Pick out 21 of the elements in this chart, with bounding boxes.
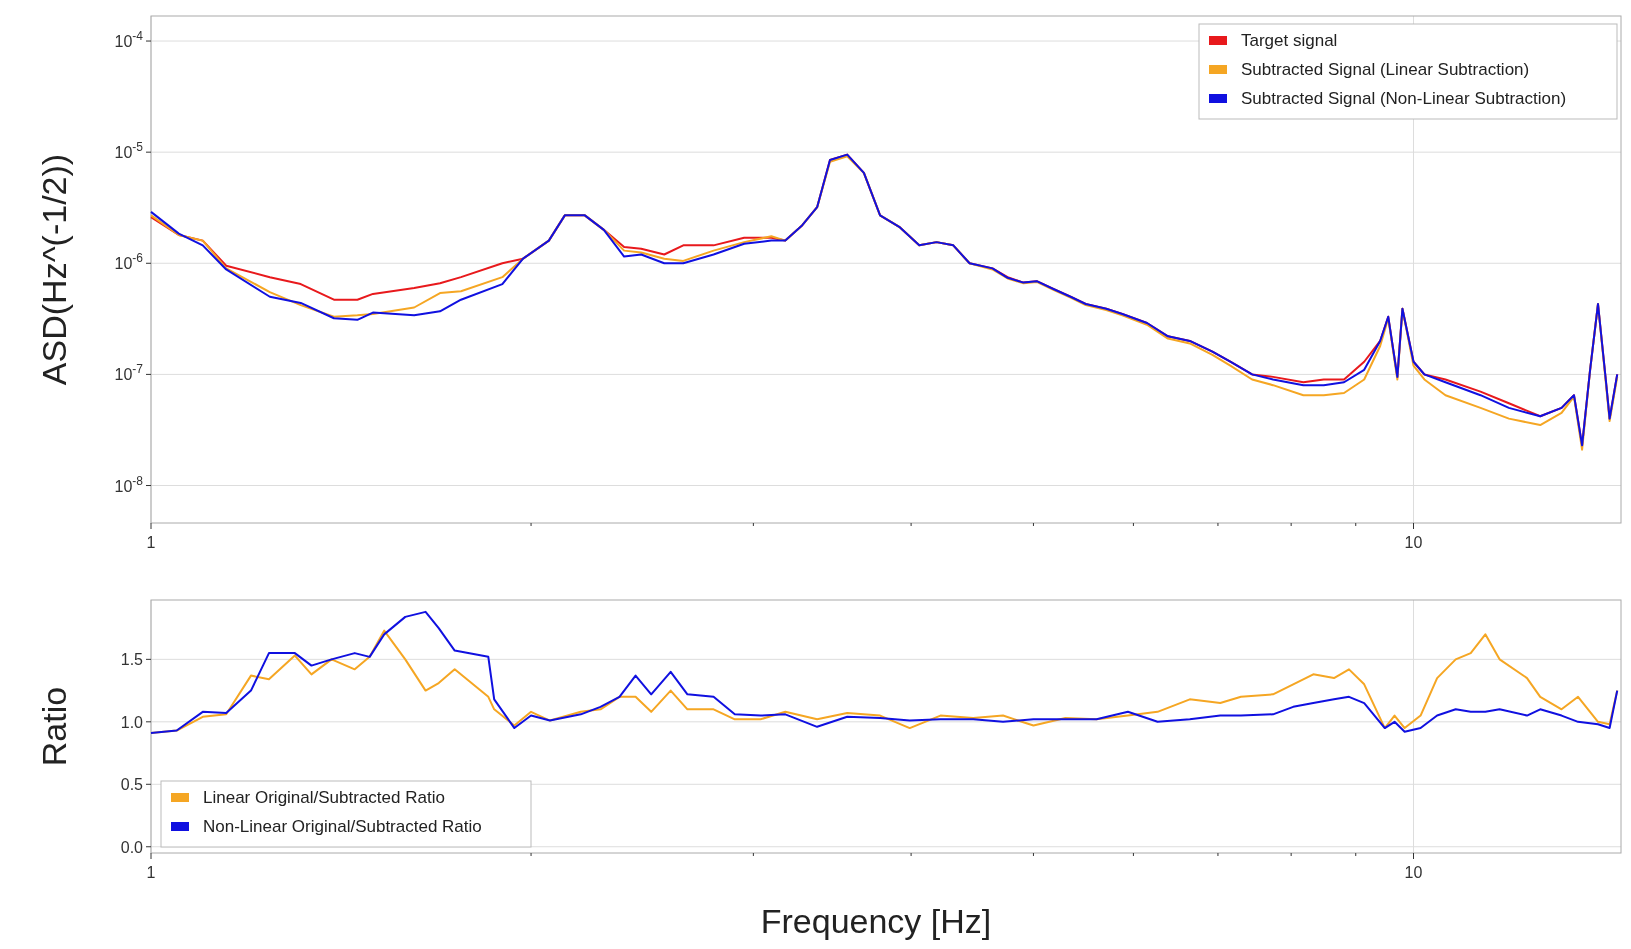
y-axis-title: Ratio <box>35 686 73 767</box>
y-tick-label: 10$^{-6}$ <box>114 251 144 273</box>
y-tick-label: 1.5 <box>120 651 144 669</box>
y-axis-title: ASD(Hz^(-1/2)) <box>35 153 73 386</box>
y-tick-label: 10$^{-4}$ <box>114 29 144 51</box>
y-tick-label: 0.0 <box>120 838 144 856</box>
legend-label: Linear Original/Subtracted Ratio <box>203 788 445 807</box>
legend-label: Subtracted Signal (Linear Subtraction) <box>1241 60 1530 79</box>
x-tick-label: 10 <box>1404 534 1423 551</box>
y-tick-label: 1.0 <box>120 713 144 731</box>
y-tick-label: 10$^{-7}$ <box>114 362 144 384</box>
y-tick-label: 10$^{-8}$ <box>114 473 144 495</box>
y-tick-label: 0.5 <box>120 776 144 794</box>
x-axis-title: Frequency [Hz] <box>760 902 992 940</box>
legend-label: Target signal <box>1241 31 1338 50</box>
x-tick-label: 1 <box>146 864 156 881</box>
x-tick-label: 10 <box>1404 864 1423 881</box>
legend-label: Subtracted Signal (Non-Linear Subtraction) <box>1241 89 1567 108</box>
legend-label: Non-Linear Original/Subtracted Ratio <box>203 817 482 836</box>
x-tick-label: 1 <box>146 534 156 551</box>
y-tick-label: 10$^{-5}$ <box>114 140 144 162</box>
